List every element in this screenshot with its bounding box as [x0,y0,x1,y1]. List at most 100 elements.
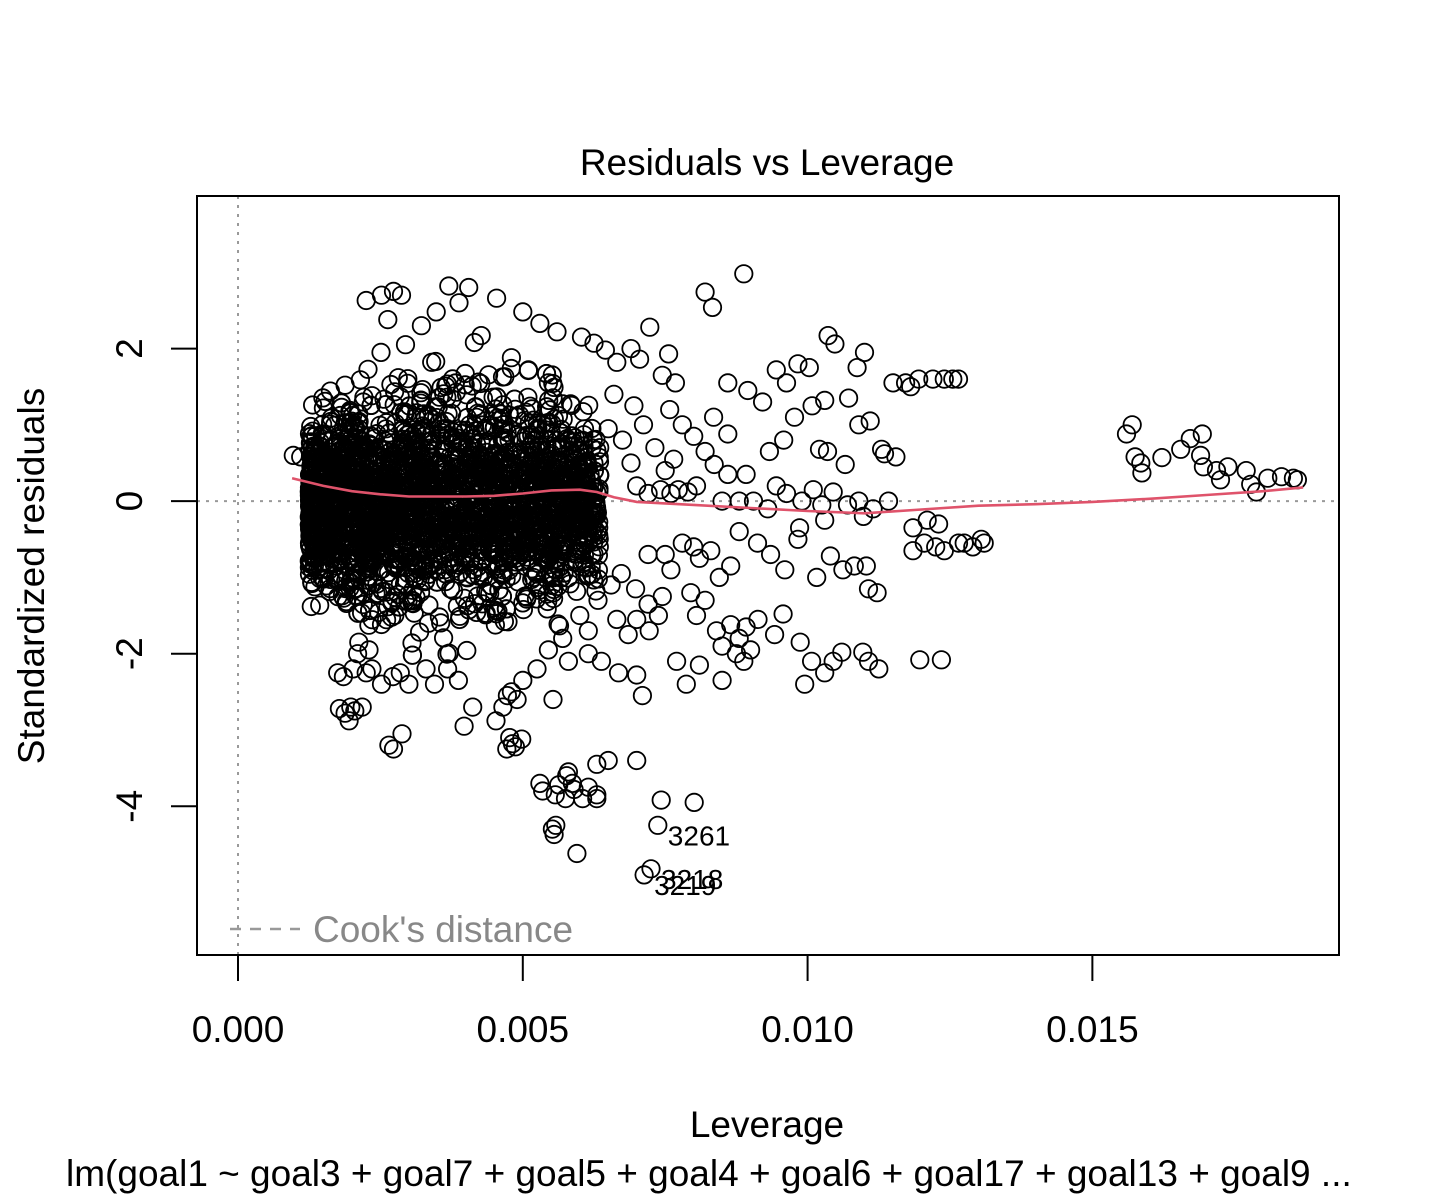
scatter-point [410,582,431,603]
scatter-point [460,463,480,483]
scatter-point [863,499,883,519]
scatter-point [423,491,443,511]
scatter-point [545,785,565,805]
scatter-point [283,445,303,465]
scatter-point [388,368,408,388]
scatter-point [516,425,536,446]
scatter-point [456,512,477,532]
scatter-point [1180,428,1200,449]
scatter-point [302,446,322,466]
scatter-point [437,524,457,544]
scatter-point [302,523,323,543]
scatter-point [748,609,768,630]
scatter-point [566,581,587,601]
scatter-point [578,621,598,641]
scatter-point [291,447,311,467]
scatter-point [403,497,423,518]
scatter-point [809,439,830,459]
scatter-point [368,437,388,457]
chart-title: Residuals vs Leverage [580,142,954,183]
scatter-point [718,424,738,444]
scatter-point [341,697,361,717]
scatter-point [455,363,475,384]
scatter-point [327,531,347,551]
y-tick-label: -4 [109,790,150,823]
scatter-point [634,865,654,885]
point-label-3261: 3261 [668,820,730,851]
scatter-point [486,604,506,624]
scatter-point [463,697,483,717]
scatter-point [1191,445,1211,465]
scatter-point [439,554,460,574]
scatter-point [457,596,477,616]
scatter-point [547,436,568,456]
scatter-point [484,417,504,438]
scatter-point [485,615,505,635]
scatter-point [393,429,413,449]
scatter-point [633,415,654,435]
scatter-point [461,548,481,569]
scatter-point [701,541,721,561]
scatter-point [590,465,610,485]
scatter-point [581,564,602,584]
scatter-point [329,698,349,719]
scatter-point [499,527,519,547]
scatter-point [371,285,392,305]
scatter-point [436,376,456,396]
scatter-point [551,568,571,588]
scatter-point [375,513,396,533]
scatter-point [481,575,501,596]
scatter-point [1193,457,1214,477]
scatter-point [788,529,808,549]
scatter-point [513,670,533,691]
scatter-point [501,453,521,473]
scatter-point [385,502,405,522]
scatter-point [801,651,822,671]
scatter-point [437,644,457,664]
scatter-point [784,407,805,427]
scatter-point [522,399,542,419]
scatter-point [332,566,352,586]
scatter-point [446,490,466,510]
scatter-point [426,302,446,322]
scatter-point [558,651,579,671]
scatter-point [869,659,889,679]
scatter-point [853,506,874,527]
scatter-point [372,559,392,579]
scatter-point [584,461,604,481]
scatter-point [1206,460,1227,481]
scatter-point [650,480,671,500]
scatter-point [381,491,401,512]
scatter-point [533,462,553,482]
scatter-point [310,595,330,615]
scatter-point [799,357,819,378]
x-axis: 0.000 0.005 0.010 0.015 [192,954,1139,1050]
scatter-point [547,322,567,342]
scatter-point [403,580,423,600]
scatter-point [517,464,537,484]
scatter-point [466,434,487,454]
scatter-point [587,788,607,809]
scatter-point [411,316,431,336]
scatter-point [718,464,738,484]
scatter-point [567,843,587,864]
scatter-point [847,357,867,378]
scatter-point [329,461,349,481]
scatter-point [406,450,426,470]
scatter-point [573,454,593,474]
scatter-point [914,533,934,553]
scatter-point [860,411,880,431]
scatter-point [645,438,665,458]
scatter-point [412,379,433,400]
scatter-point [362,659,382,679]
scatter-point [1116,424,1137,444]
scatter-point [514,534,534,555]
scatter-point [402,633,422,653]
scatter-point [558,762,579,782]
scatter-point [502,454,523,474]
scatter-point [658,344,679,364]
scatter-point [464,438,484,458]
scatter-point [456,385,477,405]
scatter-point [402,645,422,665]
